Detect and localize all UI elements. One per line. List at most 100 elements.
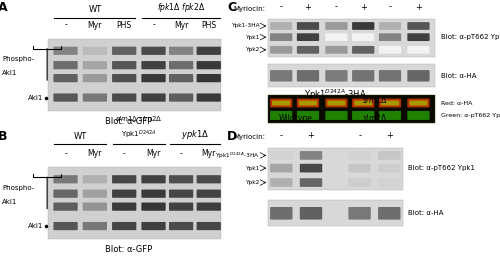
Text: Ypk1$^{D242A}$-3HA: Ypk1$^{D242A}$-3HA bbox=[304, 87, 366, 102]
FancyBboxPatch shape bbox=[196, 47, 221, 55]
FancyBboxPatch shape bbox=[270, 98, 292, 107]
FancyBboxPatch shape bbox=[272, 100, 290, 105]
Bar bbox=[268, 19, 435, 57]
FancyBboxPatch shape bbox=[54, 61, 78, 69]
Bar bbox=[48, 39, 221, 111]
FancyBboxPatch shape bbox=[378, 164, 400, 172]
FancyBboxPatch shape bbox=[408, 70, 430, 81]
FancyBboxPatch shape bbox=[299, 100, 317, 105]
Text: $ypk1\Delta$: $ypk1\Delta$ bbox=[181, 128, 209, 141]
Text: +: + bbox=[304, 3, 312, 12]
FancyBboxPatch shape bbox=[169, 47, 194, 55]
Text: WT: WT bbox=[74, 132, 87, 141]
FancyBboxPatch shape bbox=[196, 203, 221, 211]
Text: -: - bbox=[64, 21, 67, 30]
FancyBboxPatch shape bbox=[326, 98, 347, 107]
Text: Phospho-: Phospho- bbox=[2, 185, 34, 191]
Text: -: - bbox=[388, 3, 392, 12]
FancyBboxPatch shape bbox=[112, 203, 136, 211]
FancyBboxPatch shape bbox=[142, 94, 166, 102]
FancyBboxPatch shape bbox=[54, 94, 78, 102]
Text: Phospho-: Phospho- bbox=[2, 56, 34, 62]
FancyBboxPatch shape bbox=[378, 178, 400, 187]
FancyBboxPatch shape bbox=[408, 46, 430, 54]
Text: $fpk1\Delta$ $fpk2\Delta$: $fpk1\Delta$ $fpk2\Delta$ bbox=[157, 1, 206, 14]
FancyBboxPatch shape bbox=[169, 94, 194, 102]
FancyBboxPatch shape bbox=[142, 203, 166, 211]
FancyBboxPatch shape bbox=[112, 47, 136, 55]
Text: Akl1: Akl1 bbox=[28, 223, 44, 229]
Text: Myr: Myr bbox=[202, 149, 216, 158]
FancyBboxPatch shape bbox=[300, 164, 322, 172]
Text: +: + bbox=[415, 3, 422, 12]
FancyBboxPatch shape bbox=[352, 46, 374, 54]
FancyBboxPatch shape bbox=[82, 61, 107, 69]
FancyBboxPatch shape bbox=[352, 33, 374, 41]
FancyBboxPatch shape bbox=[82, 74, 107, 82]
Text: B: B bbox=[0, 130, 7, 143]
FancyBboxPatch shape bbox=[54, 74, 78, 82]
FancyBboxPatch shape bbox=[196, 74, 221, 82]
FancyBboxPatch shape bbox=[169, 222, 194, 230]
Text: D: D bbox=[228, 130, 237, 143]
FancyBboxPatch shape bbox=[196, 190, 221, 198]
FancyBboxPatch shape bbox=[348, 164, 371, 172]
Text: Myriocin:: Myriocin: bbox=[233, 134, 265, 140]
Text: -: - bbox=[280, 3, 282, 12]
FancyBboxPatch shape bbox=[326, 111, 347, 120]
FancyBboxPatch shape bbox=[270, 207, 292, 219]
FancyBboxPatch shape bbox=[196, 175, 221, 183]
FancyBboxPatch shape bbox=[297, 111, 319, 120]
Text: +: + bbox=[360, 3, 366, 12]
Text: WT: WT bbox=[88, 5, 102, 14]
FancyBboxPatch shape bbox=[270, 70, 292, 81]
Text: Akl1: Akl1 bbox=[28, 95, 44, 100]
FancyBboxPatch shape bbox=[142, 190, 166, 198]
FancyBboxPatch shape bbox=[379, 22, 401, 30]
FancyBboxPatch shape bbox=[326, 46, 347, 54]
FancyBboxPatch shape bbox=[297, 70, 319, 81]
Text: -: - bbox=[180, 149, 182, 158]
Text: Ypk1$^{D242A}$: Ypk1$^{D242A}$ bbox=[121, 129, 156, 141]
FancyBboxPatch shape bbox=[348, 178, 371, 187]
Text: +: + bbox=[386, 131, 392, 140]
Text: Ypk1: Ypk1 bbox=[246, 166, 260, 171]
FancyBboxPatch shape bbox=[297, 46, 319, 54]
FancyBboxPatch shape bbox=[142, 47, 166, 55]
Text: -: - bbox=[123, 149, 126, 158]
FancyBboxPatch shape bbox=[326, 22, 347, 30]
Text: Blot: α-pT662 Ypk1: Blot: α-pT662 Ypk1 bbox=[408, 165, 475, 171]
FancyBboxPatch shape bbox=[352, 98, 374, 107]
FancyBboxPatch shape bbox=[196, 61, 221, 69]
Bar bbox=[268, 95, 435, 123]
FancyBboxPatch shape bbox=[379, 33, 401, 41]
FancyBboxPatch shape bbox=[379, 70, 401, 81]
Text: -: - bbox=[280, 131, 283, 140]
FancyBboxPatch shape bbox=[408, 98, 430, 107]
FancyBboxPatch shape bbox=[328, 100, 345, 105]
Text: $slm1\Delta$ $slm2\Delta$: $slm1\Delta$ $slm2\Delta$ bbox=[115, 114, 162, 123]
FancyBboxPatch shape bbox=[112, 94, 136, 102]
Text: C: C bbox=[228, 1, 236, 14]
Text: PHS: PHS bbox=[116, 21, 132, 30]
FancyBboxPatch shape bbox=[348, 151, 371, 160]
Text: Blot: α-HA: Blot: α-HA bbox=[408, 210, 444, 216]
Text: Blot: α-HA: Blot: α-HA bbox=[440, 73, 476, 79]
FancyBboxPatch shape bbox=[142, 222, 166, 230]
FancyBboxPatch shape bbox=[142, 61, 166, 69]
FancyBboxPatch shape bbox=[270, 164, 292, 172]
FancyBboxPatch shape bbox=[270, 151, 292, 160]
FancyBboxPatch shape bbox=[112, 190, 136, 198]
FancyBboxPatch shape bbox=[169, 74, 194, 82]
FancyBboxPatch shape bbox=[297, 22, 319, 30]
Text: Myr: Myr bbox=[174, 21, 188, 30]
FancyBboxPatch shape bbox=[408, 22, 430, 30]
Text: Myr: Myr bbox=[146, 149, 160, 158]
FancyBboxPatch shape bbox=[352, 22, 374, 30]
FancyBboxPatch shape bbox=[112, 74, 136, 82]
FancyBboxPatch shape bbox=[54, 175, 78, 183]
FancyBboxPatch shape bbox=[352, 111, 374, 120]
Text: Akl1: Akl1 bbox=[2, 70, 18, 76]
FancyBboxPatch shape bbox=[82, 47, 107, 55]
FancyBboxPatch shape bbox=[169, 203, 194, 211]
